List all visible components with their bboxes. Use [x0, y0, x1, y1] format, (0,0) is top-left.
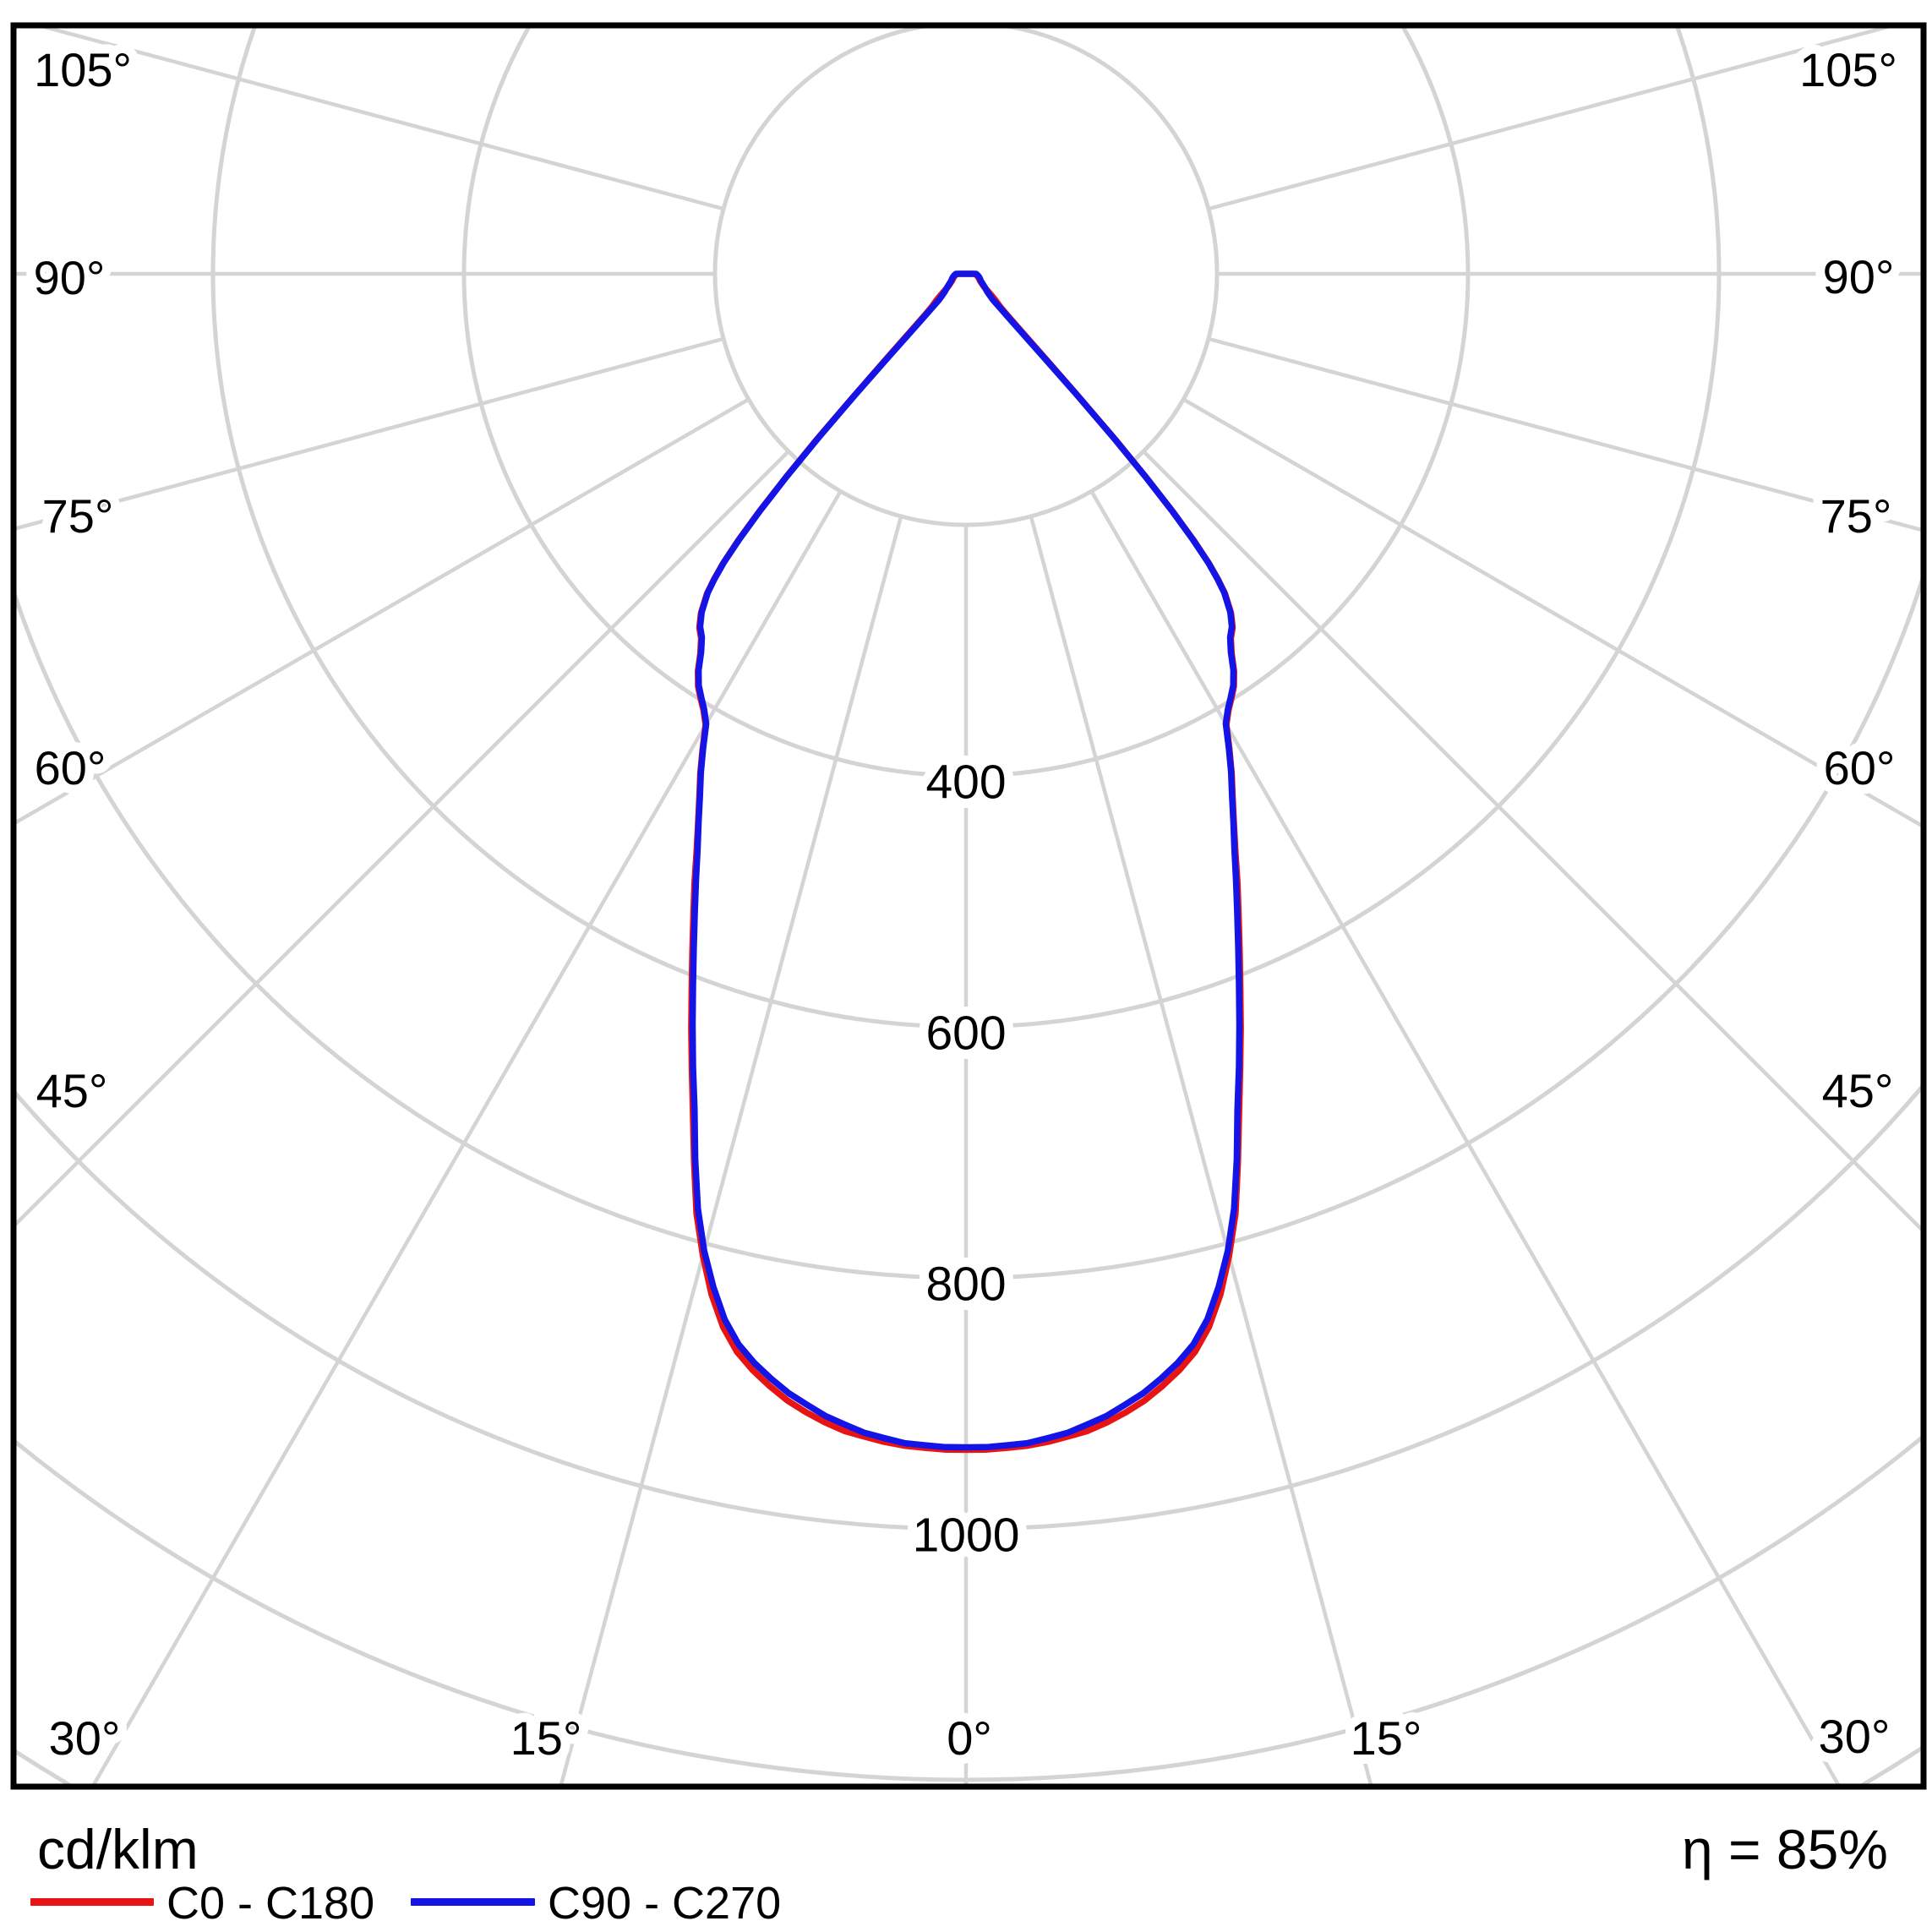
curve-c90-c270: [689, 270, 1243, 1451]
plot-border: [10, 22, 1927, 1790]
angle-tick-label: 105°: [1799, 43, 1897, 96]
grid-ray: [1029, 516, 1373, 1784]
radial-tick-label: 600: [925, 1007, 1006, 1061]
legend-label-c0: C0 - C180: [166, 1878, 375, 1929]
angle-tick-label: 75°: [42, 489, 114, 543]
radial-tick-label: 1000: [913, 1509, 1020, 1563]
grid-ray: [559, 516, 903, 1784]
radial-unit-label: cd/klm: [37, 1818, 199, 1880]
legend-label-c90: C90 - C270: [548, 1878, 782, 1929]
angle-tick-label: 60°: [1824, 741, 1896, 794]
angle-tick-label: 30°: [49, 1711, 121, 1765]
radial-tick-label: 800: [925, 1258, 1006, 1312]
grid-ray: [1142, 450, 1921, 1232]
angle-axis-labels: 105° 90° 75° 60° 45° 30° 15° 0° 15° 30° 45° 60° 75° 9…: [25, 34, 1907, 1774]
angle-tick-label: 0°: [947, 1711, 992, 1765]
grid-ray: [1208, 336, 1921, 532]
angle-tick-label: 105°: [34, 43, 132, 96]
grid-ray: [1089, 490, 1841, 1784]
angle-tick-label: 15°: [1351, 1711, 1422, 1765]
radial-axis-labels: 400 600 800 1000: [903, 746, 1029, 1572]
angle-tick-label: 15°: [510, 1711, 582, 1765]
grid-ray: [16, 397, 750, 825]
angle-tick-label: 45°: [36, 1064, 108, 1117]
legend-line-blue-icon: [411, 1898, 535, 1906]
grid-ray: [16, 336, 724, 531]
grid-ray: [91, 490, 843, 1784]
angle-tick-label: 30°: [1819, 1710, 1891, 1763]
angle-tick-label: 90°: [1823, 250, 1895, 303]
intensity-curves: [688, 270, 1244, 1454]
legend-line-red-icon: [30, 1898, 154, 1906]
grid-ray: [1182, 397, 1921, 828]
grid-ray: [41, 28, 724, 211]
angle-tick-label: 45°: [1822, 1064, 1894, 1117]
angle-tick-label: 75°: [1820, 489, 1892, 543]
efficiency-label: η = 85%: [1681, 1818, 1888, 1880]
angle-tick-label: 60°: [35, 741, 106, 794]
angle-tick-label: 90°: [34, 251, 106, 304]
grid-ray: [1208, 28, 1891, 211]
radial-tick-label: 400: [925, 756, 1006, 810]
grid-ray: [16, 450, 790, 1227]
